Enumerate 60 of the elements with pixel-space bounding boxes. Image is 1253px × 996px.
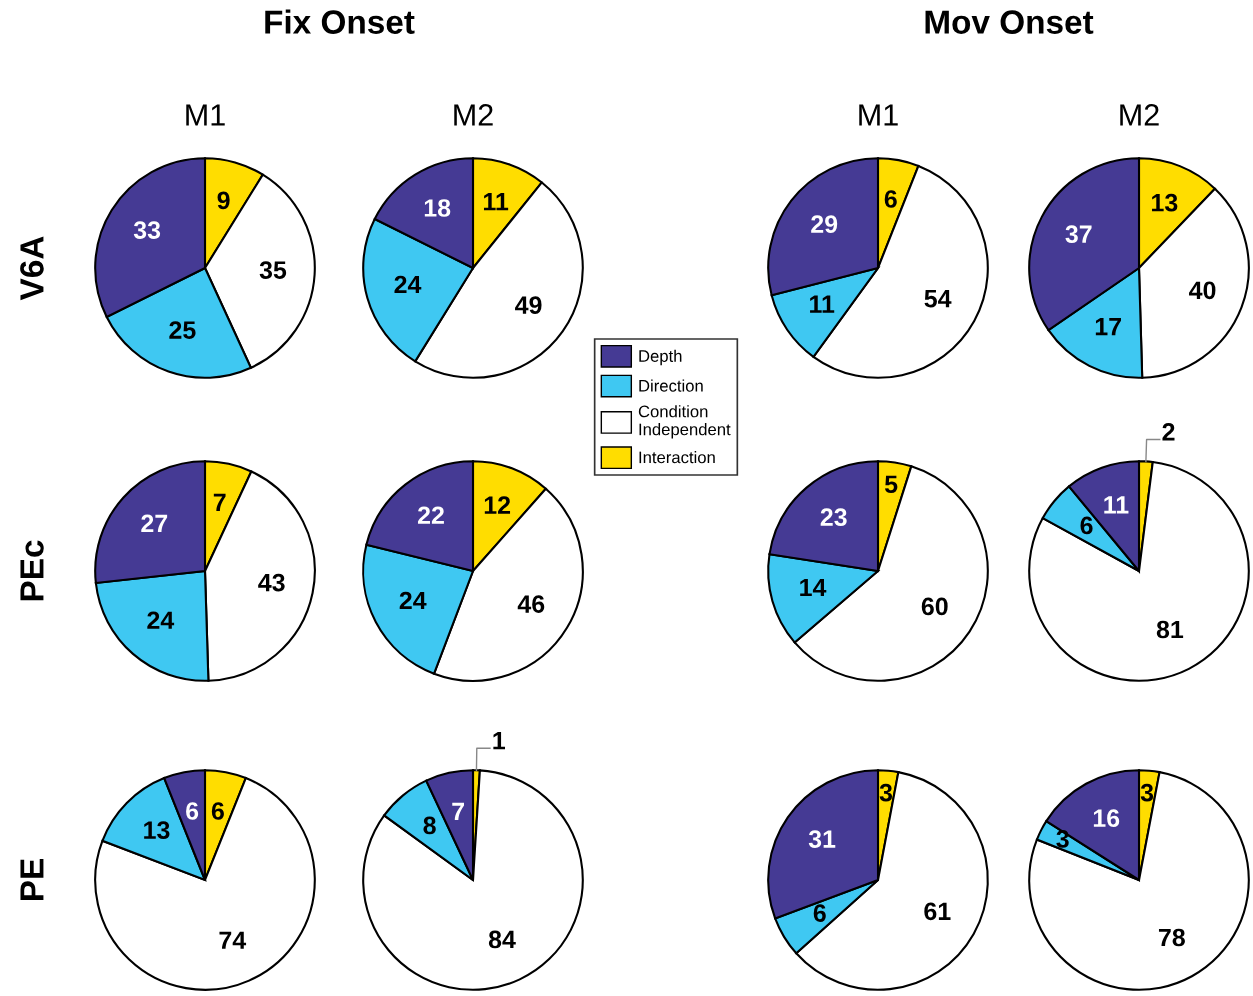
data-label: 74 bbox=[219, 931, 247, 949]
data-label: 17 bbox=[1095, 317, 1121, 336]
data-label: 3 bbox=[879, 783, 893, 802]
data-label: 2 bbox=[1162, 423, 1175, 441]
data-label: 11 bbox=[1104, 496, 1129, 514]
legend-label: Depth bbox=[639, 349, 682, 366]
legend-label: Condition Independent bbox=[638, 405, 731, 439]
data-label: 6 bbox=[186, 802, 199, 820]
data-label: 43 bbox=[258, 573, 285, 592]
data-label: 40 bbox=[1189, 281, 1216, 300]
data-label: 25 bbox=[169, 321, 196, 339]
data-label: 61 bbox=[924, 902, 951, 921]
data-label: 23 bbox=[820, 508, 847, 527]
data-label: 60 bbox=[921, 597, 948, 616]
data-label: 24 bbox=[147, 611, 175, 629]
data-label: 6 bbox=[211, 802, 224, 820]
data-label: 13 bbox=[144, 821, 170, 839]
data-label: 12 bbox=[484, 496, 511, 514]
data-label: 6 bbox=[884, 190, 897, 208]
data-label: 6 bbox=[813, 904, 826, 922]
chart-title: M2 bbox=[1120, 104, 1159, 126]
data-label: 5 bbox=[884, 475, 898, 494]
legend-label: Direction bbox=[639, 379, 703, 392]
data-label: 3 bbox=[1140, 783, 1154, 802]
data-label: 7 bbox=[452, 802, 464, 821]
legend-label: Interaction bbox=[639, 451, 715, 464]
data-label: 29 bbox=[811, 215, 838, 233]
text: Mov Onset bbox=[925, 10, 1094, 34]
data-label: 46 bbox=[517, 595, 545, 613]
data-label: 24 bbox=[394, 275, 422, 294]
text: PE bbox=[20, 859, 44, 901]
data-label: 18 bbox=[424, 199, 451, 217]
data-label: 1 bbox=[493, 732, 506, 750]
text: Fix Onset bbox=[265, 9, 415, 34]
data-label: 9 bbox=[217, 191, 230, 210]
data-label: 11 bbox=[483, 193, 509, 211]
data-label: 33 bbox=[133, 221, 161, 239]
data-label: 7 bbox=[213, 493, 226, 511]
data-label: 78 bbox=[1158, 928, 1185, 947]
data-label: 8 bbox=[423, 816, 436, 835]
data-label: 37 bbox=[1065, 225, 1092, 244]
text: V6A bbox=[20, 236, 44, 301]
data-label: 81 bbox=[1156, 620, 1184, 639]
data-label: 31 bbox=[808, 830, 836, 848]
data-label: 16 bbox=[1093, 809, 1120, 828]
data-label: 24 bbox=[399, 591, 427, 610]
chart-title: M1 bbox=[859, 104, 898, 126]
data-label: 13 bbox=[1152, 193, 1178, 212]
data-label: 6 bbox=[1080, 516, 1093, 535]
data-label: 84 bbox=[488, 930, 516, 949]
data-label: 49 bbox=[515, 296, 542, 315]
data-label: 27 bbox=[141, 514, 168, 533]
data-label: 14 bbox=[800, 578, 827, 597]
data-label: 54 bbox=[924, 290, 952, 308]
text: PEc bbox=[20, 540, 44, 601]
data-label: 11 bbox=[810, 295, 835, 313]
chart-title: M1 bbox=[186, 104, 225, 126]
chart-title: M2 bbox=[454, 104, 493, 126]
data-label: 35 bbox=[259, 261, 287, 279]
data-label: 22 bbox=[417, 506, 444, 524]
